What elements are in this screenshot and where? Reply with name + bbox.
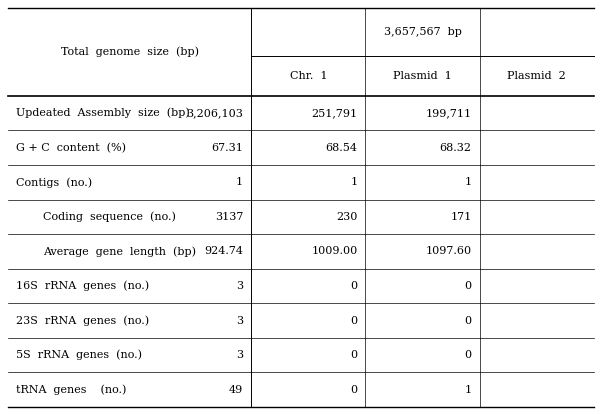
Text: 5S  rRNA  genes  (no.): 5S rRNA genes (no.) <box>16 350 142 360</box>
Text: G + C  content  (%): G + C content (%) <box>16 142 126 153</box>
Text: 1: 1 <box>465 385 472 395</box>
Text: 16S  rRNA  genes  (no.): 16S rRNA genes (no.) <box>16 281 149 291</box>
Text: 3,657,567  bp: 3,657,567 bp <box>383 27 462 37</box>
Text: 171: 171 <box>450 212 472 222</box>
Text: Coding  sequence  (no.): Coding sequence (no.) <box>43 212 176 222</box>
Text: 251,791: 251,791 <box>311 108 358 118</box>
Text: tRNA  genes    (no.): tRNA genes (no.) <box>16 384 126 395</box>
Text: Updeated  Assembly  size  (bp): Updeated Assembly size (bp) <box>16 108 190 118</box>
Text: 49: 49 <box>229 385 243 395</box>
Text: 3: 3 <box>236 350 243 360</box>
Text: 199,711: 199,711 <box>426 108 472 118</box>
Text: 3,206,103: 3,206,103 <box>186 108 243 118</box>
Text: 924.74: 924.74 <box>204 247 243 256</box>
Text: 0: 0 <box>350 350 358 360</box>
Text: Contigs  (no.): Contigs (no.) <box>16 177 92 188</box>
Text: 3: 3 <box>236 281 243 291</box>
Text: 0: 0 <box>465 350 472 360</box>
Text: 0: 0 <box>350 385 358 395</box>
Text: 23S  rRNA  genes  (no.): 23S rRNA genes (no.) <box>16 315 149 326</box>
Text: Total  genome  size  (bp): Total genome size (bp) <box>61 46 199 57</box>
Text: 67.31: 67.31 <box>211 143 243 153</box>
Text: 68.32: 68.32 <box>439 143 472 153</box>
Text: 1009.00: 1009.00 <box>311 247 358 256</box>
Text: Plasmid  1: Plasmid 1 <box>393 71 452 81</box>
Text: 0: 0 <box>465 281 472 291</box>
Text: 1: 1 <box>350 177 358 187</box>
Text: Chr.  1: Chr. 1 <box>290 71 327 81</box>
Text: 0: 0 <box>350 315 358 325</box>
Text: Plasmid  2: Plasmid 2 <box>507 71 566 81</box>
Text: 0: 0 <box>350 281 358 291</box>
Text: 1: 1 <box>236 177 243 187</box>
Text: 3137: 3137 <box>215 212 243 222</box>
Text: 1097.60: 1097.60 <box>426 247 472 256</box>
Text: 0: 0 <box>465 315 472 325</box>
Text: 230: 230 <box>336 212 358 222</box>
Text: 68.54: 68.54 <box>326 143 358 153</box>
Text: 1: 1 <box>465 177 472 187</box>
Text: Average  gene  length  (bp): Average gene length (bp) <box>43 246 196 256</box>
Text: 3: 3 <box>236 315 243 325</box>
